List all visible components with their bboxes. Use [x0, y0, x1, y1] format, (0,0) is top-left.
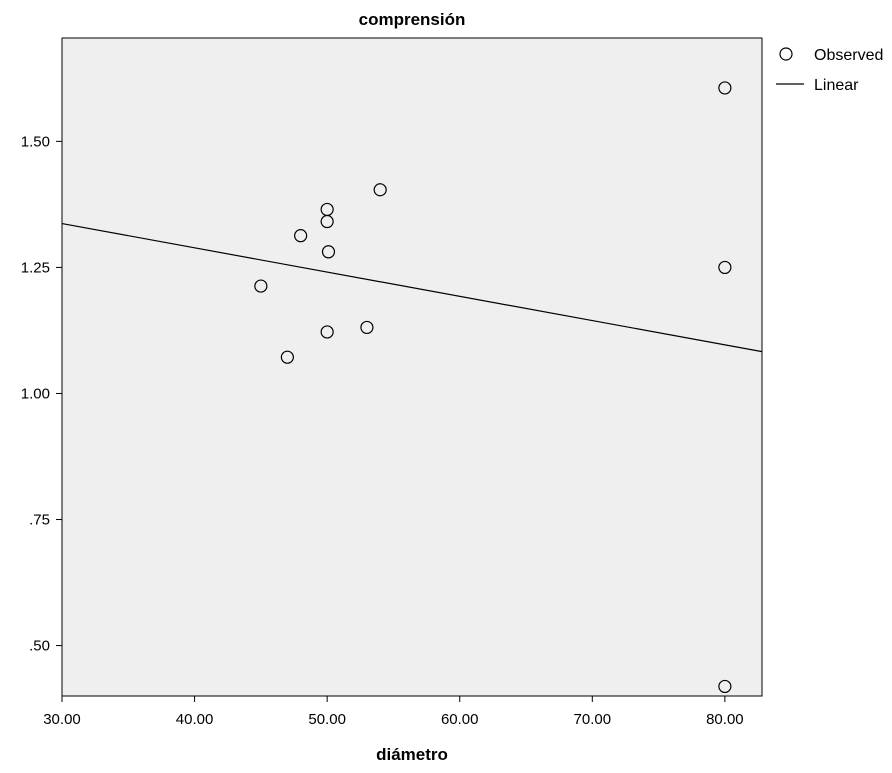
- legend-observed-label: Observed: [814, 47, 883, 64]
- linear-fit-line: [61, 222, 763, 353]
- plot-area: [61, 37, 763, 697]
- y-tick-label: .50: [29, 638, 50, 655]
- observed-point: [294, 229, 308, 243]
- observed-point: [320, 214, 334, 229]
- y-tick-label: .75: [29, 512, 50, 529]
- observed-point: [718, 81, 732, 95]
- linear-fit-line-group: [61, 222, 763, 353]
- y-axis-ticks: .50 .75 1.00 1.25 1.50: [21, 133, 62, 655]
- y-tick-label: 1.00: [21, 385, 50, 402]
- chart-title: comprensión: [359, 10, 466, 29]
- observed-point: [254, 279, 268, 293]
- observed-point: [718, 679, 732, 694]
- x-tick-label: 50.00: [308, 711, 346, 728]
- observed-point: [320, 325, 334, 339]
- x-axis-label: diámetro: [376, 745, 448, 764]
- x-tick-label: 70.00: [574, 711, 612, 728]
- observed-points-group: [254, 81, 732, 694]
- x-tick-label: 60.00: [441, 711, 479, 728]
- y-tick-label: 1.50: [21, 133, 50, 150]
- x-tick-label: 40.00: [176, 711, 214, 728]
- observed-point: [360, 320, 374, 335]
- observed-point: [373, 183, 387, 197]
- x-tick-label: 80.00: [706, 711, 744, 728]
- y-tick-label: 1.25: [21, 259, 50, 276]
- legend: Observed Linear: [776, 47, 883, 94]
- legend-linear-label: Linear: [814, 77, 859, 94]
- legend-observed-marker: [779, 47, 793, 61]
- observed-point: [321, 245, 336, 259]
- x-axis-ticks: 30.00 40.00 50.00 60.00 70.00 80.00: [43, 696, 744, 728]
- observed-point: [280, 350, 294, 364]
- observed-point: [718, 260, 732, 275]
- x-tick-label: 30.00: [43, 711, 81, 728]
